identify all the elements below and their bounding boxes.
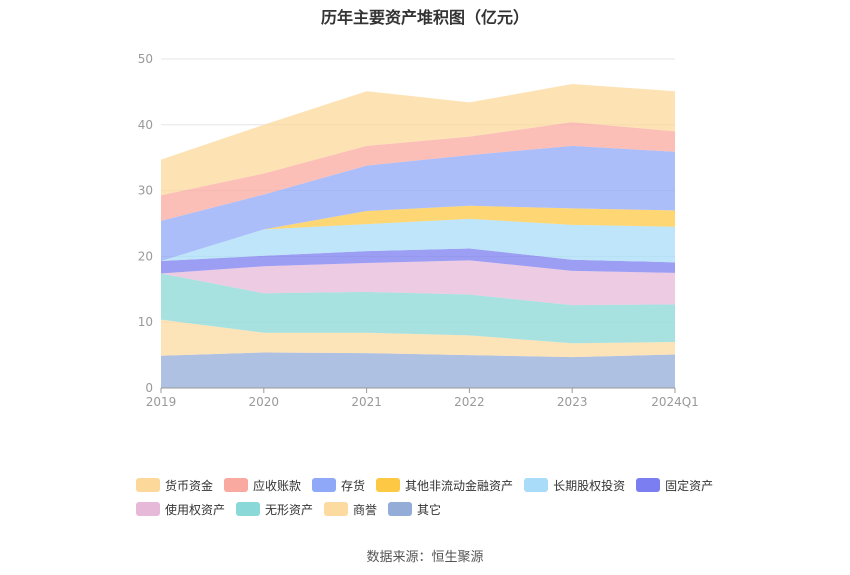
legend-item[interactable]: 应收账款 [224, 477, 301, 494]
legend-label: 使用权资产 [165, 502, 226, 517]
legend-label: 商誉 [353, 502, 378, 517]
legend-item[interactable]: 长期股权投资 [524, 477, 625, 494]
legend-item[interactable]: 货币资金 [136, 477, 213, 494]
legend-item[interactable]: 商誉 [324, 501, 377, 518]
legend-swatch [524, 478, 549, 492]
legend-label: 固定资产 [665, 478, 714, 493]
x-tick-label: 2024Q1 [651, 395, 699, 409]
chart-title: 历年主要资产堆积图（亿元） [320, 8, 529, 27]
x-tick-label: 2020 [249, 395, 280, 409]
axes: 0 10 20 30 40 50 2019 2020 2021 2022 2023 2024Q1 [138, 52, 699, 409]
y-tick-label: 20 [138, 249, 153, 263]
legend-swatch [136, 502, 160, 516]
legend-label: 其他非流动金融资产 [405, 478, 514, 493]
area-长期股权投资 [161, 218, 675, 263]
y-tick-label: 10 [138, 315, 153, 329]
legend-label: 无形资产 [265, 502, 314, 517]
area-其他非流动金融资产 [161, 205, 675, 262]
y-tick-label: 0 [145, 381, 153, 395]
stacked-area-chart: 0 10 20 30 40 50 2019 2020 2021 2022 2023 2024Q1 [138, 52, 699, 409]
legend: 货币资金 应收账款 存货 其他非流动金融资产 长期股权投资 固定资产 使用权资产 无形资产 商… [136, 473, 736, 521]
area-应收账款 [161, 122, 675, 221]
legend-item[interactable]: 存货 [312, 477, 365, 494]
legend-swatch [136, 478, 160, 492]
legend-label: 其它 [417, 502, 442, 517]
x-tick-label: 2021 [351, 395, 382, 409]
legend-swatch [388, 502, 413, 516]
x-tick-label: 2023 [557, 395, 588, 409]
area-固定资产 [161, 248, 675, 274]
source-note: 数据来源：恒生聚源 [366, 550, 484, 565]
area-使用权资产 [161, 260, 675, 306]
legend-swatch [236, 502, 261, 516]
legend-item[interactable]: 其它 [388, 501, 441, 518]
area-货币资金 [161, 84, 675, 196]
legend-row: 货币资金 应收账款 存货 其他非流动金融资产 长期股权投资 固定资产 [136, 473, 736, 497]
legend-swatch [636, 478, 661, 492]
y-tick-label: 50 [138, 52, 153, 66]
legend-swatch [224, 478, 249, 492]
area-无形资产 [161, 273, 675, 344]
legend-label: 长期股权投资 [553, 478, 626, 493]
area-商誉 [161, 319, 675, 358]
legend-item[interactable]: 使用权资产 [136, 501, 225, 518]
legend-label: 货币资金 [165, 478, 214, 493]
legend-item[interactable]: 固定资产 [636, 477, 713, 494]
legend-swatch [312, 478, 337, 492]
legend-label: 存货 [341, 478, 366, 493]
legend-swatch [324, 502, 349, 516]
area-其它 [161, 352, 675, 388]
area-存货 [161, 145, 675, 262]
legend-swatch [376, 478, 401, 492]
legend-label: 应收账款 [253, 478, 302, 493]
x-tick-label: 2019 [146, 395, 177, 409]
x-tick-label: 2022 [454, 395, 485, 409]
area-series [161, 84, 675, 388]
legend-item[interactable]: 无形资产 [236, 501, 313, 518]
y-tick-label: 30 [138, 184, 153, 198]
legend-row: 使用权资产 无形资产 商誉 其它 [136, 497, 736, 521]
y-tick-label: 40 [138, 118, 153, 132]
legend-item[interactable]: 其他非流动金融资产 [376, 477, 513, 494]
